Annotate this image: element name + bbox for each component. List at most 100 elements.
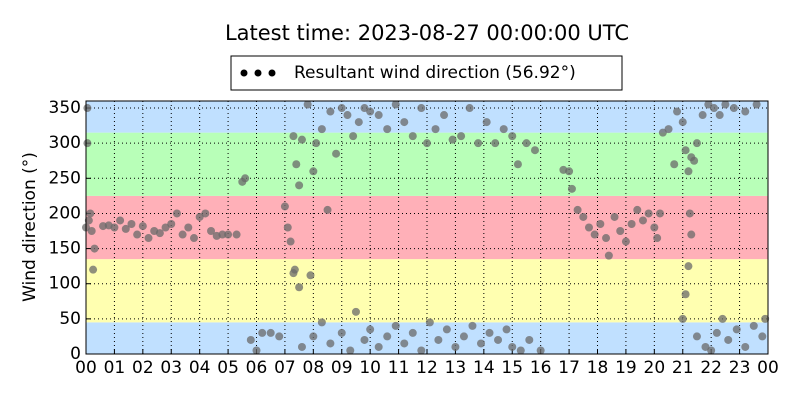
data-point (650, 223, 659, 232)
data-point (710, 104, 719, 113)
x-tick-label: 11 (388, 358, 410, 378)
data-point (343, 111, 352, 120)
x-tick-label: 08 (303, 358, 325, 378)
data-point (590, 230, 599, 239)
data-point (297, 342, 306, 351)
data-point (687, 230, 696, 239)
data-point (292, 160, 301, 169)
data-point (721, 100, 730, 109)
x-tick-label: 09 (331, 358, 353, 378)
data-point (383, 332, 392, 341)
x-tick-label: 22 (700, 358, 722, 378)
y-tick-label: 200 (49, 203, 81, 223)
data-point (366, 107, 375, 116)
data-point (690, 156, 699, 165)
data-point (323, 205, 332, 214)
data-point (337, 328, 346, 337)
data-point (283, 223, 292, 232)
legend-marker (254, 69, 262, 77)
data-point (309, 332, 318, 341)
x-tick-label: 17 (558, 358, 580, 378)
data-point (317, 125, 326, 134)
data-point (644, 209, 653, 218)
data-point (155, 229, 164, 238)
y-axis-label: Wind direction (°) (20, 152, 40, 302)
x-tick-label: 19 (615, 358, 637, 378)
data-point (289, 132, 298, 141)
data-point (354, 118, 363, 127)
data-point (718, 314, 727, 323)
data-point (184, 223, 193, 232)
data-point (678, 118, 687, 127)
data-point (761, 314, 770, 323)
data-point (286, 237, 295, 246)
x-tick-label: 01 (104, 358, 126, 378)
data-point (729, 104, 738, 113)
data-point (604, 251, 613, 260)
data-point (707, 346, 716, 355)
x-tick-label: 21 (672, 358, 694, 378)
data-point (86, 209, 95, 218)
data-point (653, 234, 662, 243)
data-point (468, 321, 477, 330)
direction-band (86, 259, 768, 323)
data-point (127, 219, 136, 228)
x-tick-label: 03 (160, 358, 182, 378)
data-point (457, 132, 466, 141)
data-point (332, 149, 341, 158)
data-point (400, 118, 409, 127)
data-point (752, 100, 761, 109)
data-point (408, 328, 417, 337)
data-point (431, 125, 440, 134)
legend-box (230, 55, 623, 91)
data-point (266, 328, 275, 337)
data-point (684, 262, 693, 271)
x-tick-label: 15 (501, 358, 523, 378)
data-point (741, 342, 750, 351)
y-tick-label: 300 (49, 133, 81, 153)
data-point (83, 104, 92, 113)
data-point (627, 219, 636, 228)
x-tick-label: 12 (416, 358, 438, 378)
x-tick-label: 00 (75, 358, 97, 378)
data-point (434, 335, 443, 344)
data-point (476, 339, 485, 348)
data-point (692, 139, 701, 148)
data-point (312, 139, 321, 148)
data-point (90, 244, 99, 253)
data-point (474, 139, 483, 148)
data-point (494, 335, 503, 344)
x-tick-label: 02 (132, 358, 154, 378)
data-point (638, 216, 647, 225)
data-point (579, 212, 588, 221)
data-point (681, 290, 690, 299)
data-point (167, 219, 176, 228)
data-point (201, 209, 210, 218)
data-point (326, 339, 335, 348)
data-point (513, 160, 522, 169)
data-point (349, 132, 358, 141)
data-point (758, 332, 767, 341)
data-point (295, 181, 304, 190)
y-tick-label: 150 (49, 239, 81, 259)
data-point (749, 321, 758, 330)
plot-frame (85, 100, 769, 355)
direction-band (86, 322, 768, 354)
x-tick-label: 13 (445, 358, 467, 378)
data-point (366, 325, 375, 334)
data-point (536, 346, 545, 355)
data-point (351, 307, 360, 316)
data-point (83, 139, 92, 148)
data-point (584, 223, 593, 232)
data-point (508, 132, 517, 141)
x-tick-label: 20 (644, 358, 666, 378)
data-point (232, 230, 241, 239)
x-tick-label: 18 (587, 358, 609, 378)
data-point (741, 107, 750, 116)
data-point (417, 346, 426, 355)
data-point (724, 335, 733, 344)
data-point (573, 205, 582, 214)
data-point (218, 230, 227, 239)
data-point (280, 202, 289, 211)
